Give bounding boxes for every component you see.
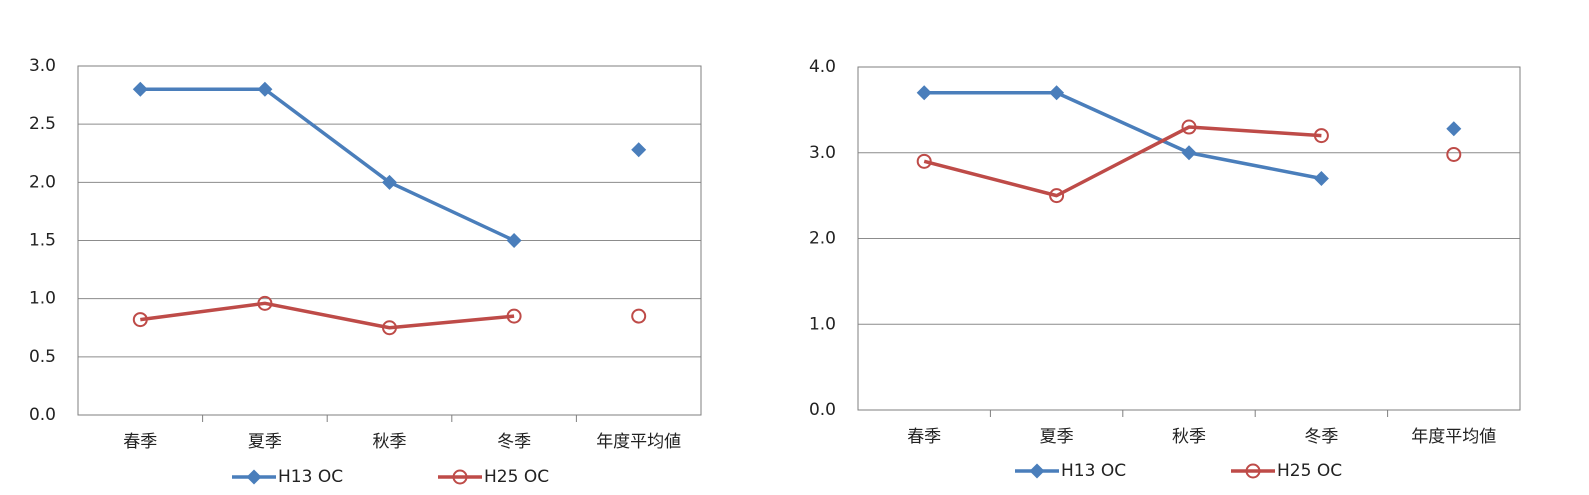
x-tick-label: 冬季 <box>497 432 531 452</box>
marker-diamond <box>257 81 273 97</box>
legend-marker <box>246 469 262 485</box>
marker-circle <box>382 320 397 336</box>
legend-label: H13 OC <box>1061 461 1126 481</box>
x-tick-label: 冬季 <box>1304 427 1338 447</box>
legend-label: H25 OC <box>484 467 549 487</box>
legend-marker <box>1245 463 1261 479</box>
series-line <box>923 125 1322 198</box>
marker-diamond <box>916 85 932 101</box>
y-tick-label: 2.0 <box>809 229 836 249</box>
marker-diamond <box>382 174 397 190</box>
series-line <box>140 87 515 243</box>
y-tick-label: 1.0 <box>809 314 836 334</box>
marker-diamond <box>132 81 148 97</box>
y-tick-label: 3.0 <box>809 143 836 163</box>
y-tick-label: 0.5 <box>29 347 56 367</box>
plot-frame <box>77 65 702 416</box>
marker-circle <box>1181 119 1197 135</box>
x-tick-label: 年度平均値 <box>1411 427 1496 447</box>
plot-frame <box>857 66 1521 411</box>
marker-diamond <box>506 233 522 248</box>
y-tick-label: 3.0 <box>29 56 56 76</box>
x-tick-label: 春季 <box>907 427 941 447</box>
x-tick-label: 秋季 <box>1172 427 1206 447</box>
marker-circle <box>1313 128 1329 144</box>
y-tick-label: 2.0 <box>29 172 56 192</box>
legend-marker <box>1029 463 1045 479</box>
marker-circle <box>1049 188 1065 204</box>
marker-circle <box>631 308 647 324</box>
marker-diamond <box>1446 121 1462 137</box>
x-tick-label: 夏季 <box>1040 427 1074 447</box>
x-tick-label: 年度平均値 <box>596 432 681 452</box>
marker-diamond <box>631 142 647 158</box>
x-tick-label: 春季 <box>123 432 157 452</box>
marker-circle <box>257 295 273 311</box>
y-tick-label: 4.0 <box>809 57 836 77</box>
y-tick-label: 0.0 <box>29 405 56 425</box>
y-tick-label: 0.0 <box>809 400 836 420</box>
marker-diamond <box>1313 170 1329 186</box>
marker-circle <box>506 308 522 324</box>
marker-diamond <box>1049 85 1065 101</box>
marker-diamond <box>1181 145 1197 161</box>
legend-label: H25 OC <box>1277 461 1342 481</box>
legend-label: H13 OC <box>278 467 343 487</box>
x-tick-label: 秋季 <box>373 432 407 452</box>
series-line <box>140 301 515 330</box>
marker-circle <box>132 312 148 328</box>
marker-circle <box>916 153 932 169</box>
y-tick-label: 1.5 <box>29 231 56 251</box>
marker-circle <box>1446 146 1462 162</box>
y-tick-label: 2.5 <box>29 114 56 134</box>
x-tick-label: 夏季 <box>248 432 282 452</box>
series-line <box>924 90 1322 181</box>
y-tick-label: 1.0 <box>29 289 56 309</box>
legend-marker <box>452 469 468 485</box>
